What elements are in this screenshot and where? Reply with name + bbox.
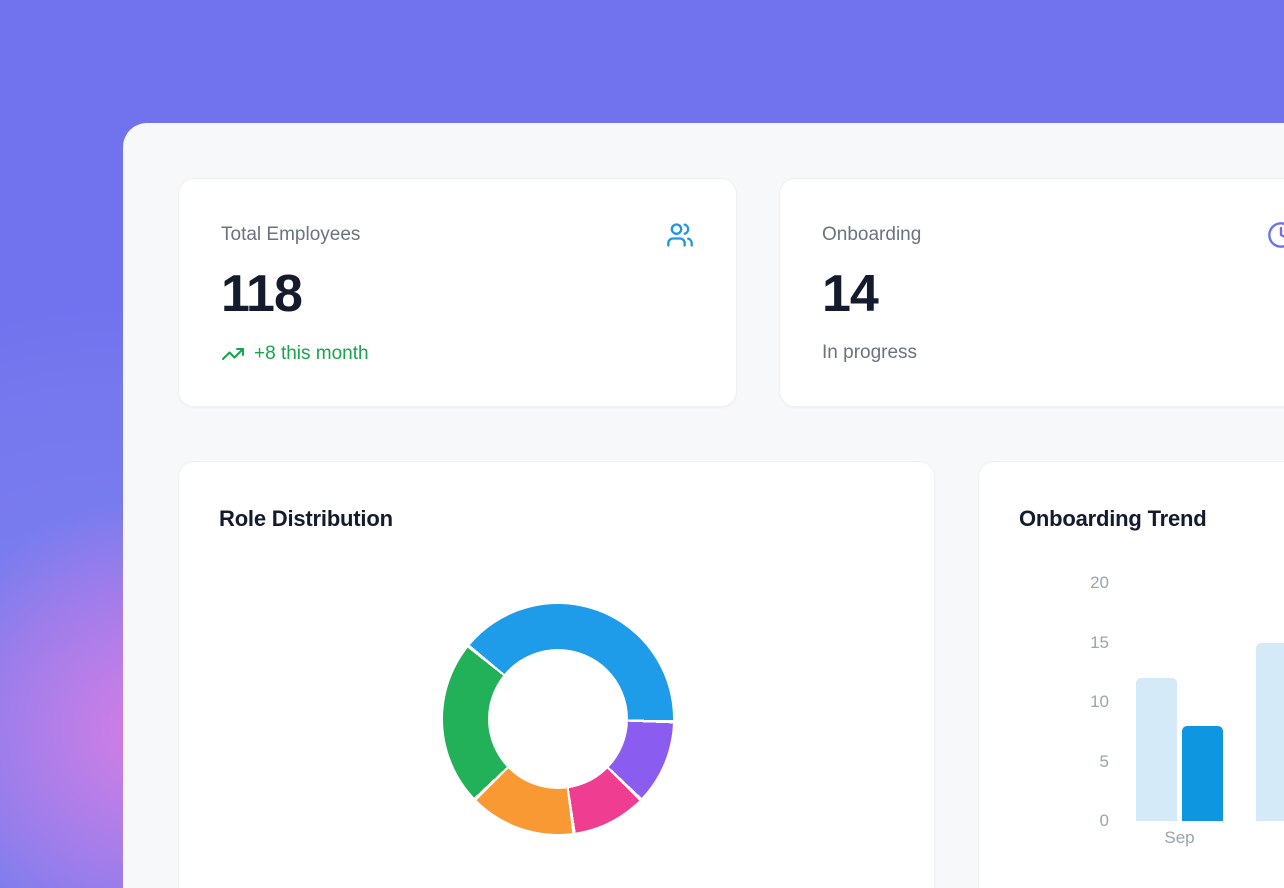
y-axis-tick: 5 [1099, 751, 1109, 771]
chart-card-onboarding-trend: Onboarding Trend 20151050SepOct [978, 461, 1284, 888]
users-icon [666, 221, 694, 249]
chart-card-role-distribution: Role Distribution [178, 461, 935, 888]
y-axis-tick: 10 [1090, 692, 1109, 711]
y-axis-tick: 15 [1090, 632, 1109, 652]
card-title: Role Distribution [219, 506, 393, 531]
stat-card-total-employees: Total Employees 118 +8 this month [178, 178, 737, 407]
clock-icon [1267, 221, 1284, 249]
bar-sep-series-1 [1136, 678, 1177, 821]
stat-label: Onboarding [822, 224, 922, 245]
bar-sep-series-2 [1182, 725, 1223, 821]
role-distribution-donut-chart [443, 604, 673, 834]
x-axis-label: Sep [1164, 828, 1195, 847]
dashboard-panel: Total Employees 118 +8 this month [123, 123, 1284, 888]
stat-value: 118 [221, 264, 303, 323]
stat-card-onboarding: Onboarding 14 In progress [779, 178, 1284, 407]
y-axis-tick: 20 [1090, 573, 1109, 592]
bar-oct-series-1 [1256, 642, 1284, 821]
stat-sub: In progress [822, 341, 918, 363]
trending-up-icon [221, 342, 245, 366]
card-title: Onboarding Trend [1019, 506, 1207, 531]
stat-value: 14 [822, 264, 879, 323]
stat-delta: +8 this month [221, 342, 694, 366]
y-axis-tick: 0 [1099, 811, 1109, 830]
stat-label: Total Employees [221, 224, 361, 245]
stat-delta-text: +8 this month [254, 342, 369, 364]
